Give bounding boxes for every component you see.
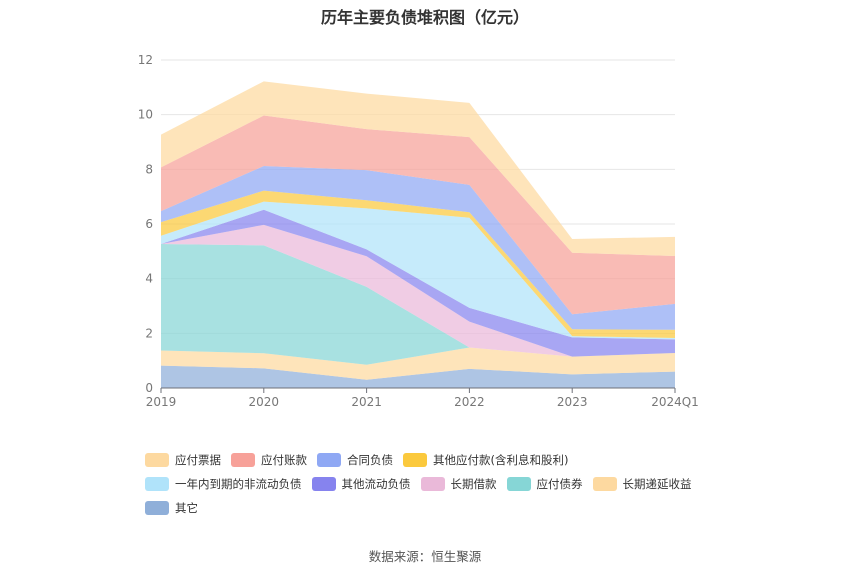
legend-row: 其它: [145, 496, 745, 520]
legend-item[interactable]: 应付票据: [145, 452, 221, 468]
legend-item[interactable]: 其它: [145, 500, 198, 516]
legend-swatch: [311, 477, 336, 491]
legend-label: 合同负债: [347, 453, 393, 467]
legend-swatch: [506, 477, 531, 491]
x-tick-label: 2021: [351, 395, 382, 409]
legend-item[interactable]: 长期递延收益: [592, 476, 692, 492]
y-tick-label: 6: [145, 217, 153, 231]
axes: 0 2 4 6 8 10 12 2019 2020 2021 2022 2023 2024Q1: [138, 53, 699, 409]
y-tick-label: 8: [145, 162, 153, 176]
legend-label: 其他应付款(含利息和股利): [433, 453, 569, 467]
area-series-8: [161, 115, 675, 315]
legend-label: 一年内到期的非流动负债: [175, 477, 302, 491]
area-series-6: [161, 190, 675, 338]
legend-label: 应付票据: [175, 453, 221, 467]
legend-label: 应付账款: [261, 453, 307, 467]
legend-row: 一年内到期的非流动负债 其他流动负债 长期借款 应付债券 长期递延收益: [145, 472, 745, 496]
legend-swatch: [317, 453, 341, 467]
x-tick-label: 2024Q1: [651, 395, 699, 409]
x-tick-label: 2022: [454, 395, 485, 409]
legend-item[interactable]: 长期借款: [420, 476, 497, 492]
legend-swatch: [592, 477, 617, 491]
area-series-9: [161, 81, 675, 256]
y-tick-label: 2: [145, 326, 153, 340]
legend-label: 其它: [175, 501, 198, 515]
legend-item[interactable]: 应付账款: [231, 452, 307, 468]
x-tick-label: 2020: [249, 395, 280, 409]
legend-item[interactable]: 其他应付款(含利息和股利): [403, 452, 568, 468]
legend-swatch: [403, 453, 427, 467]
legend-item[interactable]: 一年内到期的非流动负债: [145, 476, 302, 492]
legend-swatch: [145, 453, 169, 467]
legend-swatch: [420, 477, 445, 491]
area-series-5: [161, 201, 675, 340]
y-tick-label: 4: [145, 272, 153, 286]
legend-swatch: [145, 501, 169, 515]
legend-label: 长期借款: [450, 477, 497, 491]
legend-item[interactable]: 其他流动负债: [311, 476, 411, 492]
legend-label: 长期递延收益: [622, 477, 692, 491]
legend-swatch: [145, 477, 169, 491]
area-series-2: [161, 243, 675, 365]
legend-item[interactable]: 应付债券: [506, 476, 583, 492]
y-tick-label: 10: [138, 108, 153, 122]
chart-legend: 应付票据 应付账款 合同负债 其他应付款(含利息和股利) 一年内到期的非流动负债 其他流动…: [145, 448, 745, 520]
chart-title: 历年主要负债堆积图（亿元）: [320, 8, 529, 27]
legend-item[interactable]: 合同负债: [317, 452, 393, 468]
area-series-3: [161, 224, 675, 357]
area-series-7: [161, 166, 675, 330]
x-tick-label: 2019: [146, 395, 177, 409]
legend-row: 应付票据 应付账款 合同负债 其他应付款(含利息和股利): [145, 448, 745, 472]
area-series-4: [161, 209, 675, 357]
area-series-0: [161, 365, 675, 388]
legend-swatch: [231, 453, 255, 467]
legend-label: 应付债券: [536, 477, 583, 491]
data-source-note: 数据来源：恒生聚源: [368, 549, 482, 564]
legend-label: 其他流动负债: [341, 477, 411, 491]
area-series-1: [161, 347, 675, 380]
area-series: [161, 81, 675, 388]
y-tick-label: 12: [138, 53, 153, 67]
x-tick-label: 2023: [557, 395, 588, 409]
y-tick-label: 0: [145, 381, 153, 395]
